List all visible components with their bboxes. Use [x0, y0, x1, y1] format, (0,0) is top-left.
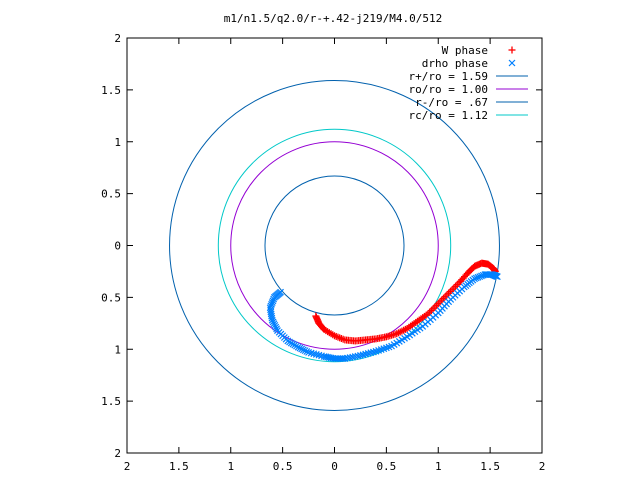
cross-marker-b [325, 354, 333, 361]
cross-marker-b [303, 348, 311, 355]
series-layer [169, 80, 501, 411]
x-tick-label: 2 [539, 460, 546, 473]
w-phase-series [312, 259, 499, 345]
chart-title: m1/n1.5/q2.0/r-+.42-j219/M4.0/512 [224, 12, 443, 25]
cross-marker-b [312, 351, 320, 358]
y-tick-label: 1 [114, 343, 121, 356]
y-tick-label: 2 [114, 32, 121, 45]
cross-marker-b [344, 354, 351, 362]
y-tick-label: 1 [114, 136, 121, 149]
cross-marker-b [354, 352, 362, 360]
legend-label: rc/ro = 1.12 [409, 109, 488, 122]
legend-label: ro/ro = 1.00 [409, 83, 488, 96]
cross-marker-b [273, 325, 280, 333]
x-tick-label: 1.5 [169, 460, 189, 473]
cross-marker-b [351, 353, 359, 360]
y-tick-label: 1.5 [101, 395, 121, 408]
legend-label: drho phase [422, 57, 488, 70]
x-tick-label: 0.5 [376, 460, 396, 473]
cross-marker-b [298, 345, 306, 353]
axis-ticks: 2 1.5 1 0.5 0 0.5 1 1.5 221.510.500.511.52 [101, 32, 545, 473]
cross-marker-b [307, 349, 315, 357]
cross-marker-b [296, 344, 304, 352]
x-tick-label: 0.5 [273, 460, 293, 473]
cross-marker-b [268, 314, 276, 322]
y-tick-label: 0.5 [101, 188, 121, 201]
drho-phase-series [266, 271, 501, 363]
legend-label: r-/ro = .67 [415, 96, 488, 109]
cross-marker-b [271, 321, 279, 329]
cross-marker-b [270, 320, 278, 328]
x-tick-label: 1.5 [480, 460, 500, 473]
x-tick-label: 2 [124, 460, 131, 473]
cross-marker-b [346, 354, 354, 361]
cross-marker-b [315, 351, 323, 359]
cross-marker-b [349, 353, 357, 361]
y-tick-label: 0 [114, 240, 121, 253]
cross-marker-b [341, 355, 349, 363]
circle-series [169, 80, 500, 411]
cross-marker-b [320, 353, 328, 360]
circle-series [230, 141, 439, 350]
y-tick-label: 0.5 [101, 291, 121, 304]
cross-marker-b [310, 350, 318, 358]
x-tick-label: 1 [227, 460, 234, 473]
x-tick-label: 1 [435, 460, 442, 473]
circle-series [217, 128, 452, 363]
cross-marker-b [508, 59, 516, 67]
cross-marker-b [301, 347, 309, 355]
cross-marker-b [294, 343, 302, 351]
cross-marker-b [269, 318, 277, 326]
cross-marker-b [299, 346, 307, 354]
cross-marker-b [322, 353, 330, 361]
y-tick-label: 1.5 [101, 84, 121, 97]
legend-label: W phase [442, 44, 488, 57]
cross-marker-b [272, 323, 280, 331]
x-tick-label: 0 [331, 460, 338, 473]
cross-marker-b [493, 273, 501, 281]
legend-label: r+/ro = 1.59 [409, 70, 488, 83]
cross-marker-b [268, 316, 276, 324]
cross-marker-b [305, 348, 312, 356]
y-tick-label: 2 [114, 447, 121, 460]
cross-marker-b [324, 353, 332, 361]
cross-marker-b [487, 271, 495, 278]
circle-series [264, 175, 405, 316]
